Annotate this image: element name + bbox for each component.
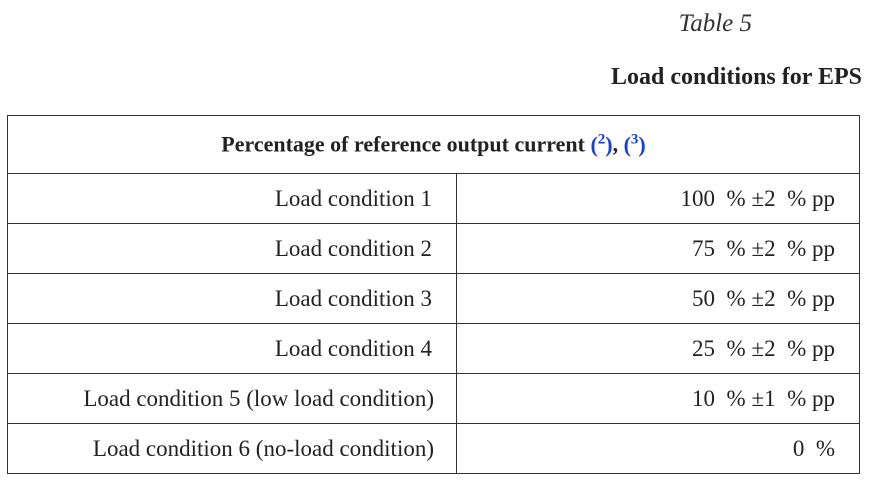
load-label: Load condition 6 (no-load condition) xyxy=(7,423,457,474)
footnote-link-3[interactable]: (3) xyxy=(623,131,646,157)
load-value: 75 % ±2 % pp xyxy=(456,223,860,274)
table-row: Load condition 4 25 % ±2 % pp xyxy=(7,323,860,374)
load-value: 10 % ±1 % pp xyxy=(456,373,860,424)
load-value: 100 % ±2 % pp xyxy=(456,173,860,224)
load-value: 50 % ±2 % pp xyxy=(456,273,860,324)
table-title: Load conditions for EPS xyxy=(611,64,862,90)
load-label: Load condition 5 (low load condition) xyxy=(7,373,457,424)
footnote-link-2[interactable]: (2) xyxy=(590,131,613,157)
table-row: Load condition 2 75 % ±2 % pp xyxy=(7,223,860,274)
header-text: Percentage of reference output current xyxy=(221,131,585,157)
load-label: Load condition 3 xyxy=(7,273,457,324)
table-row: Load condition 1 100 % ±2 % pp xyxy=(7,173,860,224)
header-row: Percentage of reference output current (… xyxy=(7,115,860,174)
load-label: Load condition 2 xyxy=(7,223,457,274)
table-row: Load condition 3 50 % ±2 % pp xyxy=(7,273,860,324)
load-label: Load condition 4 xyxy=(7,323,457,374)
table-row: Load condition 5 (low load condition) 10 … xyxy=(7,373,860,424)
load-value: 0 % xyxy=(456,423,860,474)
table-caption: Table 5 xyxy=(678,10,752,37)
load-value: 25 % ±2 % pp xyxy=(456,323,860,374)
header-cell: Percentage of reference output current (… xyxy=(7,115,860,174)
load-conditions-table: Percentage of reference output current (… xyxy=(7,115,860,474)
load-label: Load condition 1 xyxy=(7,173,457,224)
table-row: Load condition 6 (no-load condition) 0 % xyxy=(7,423,860,474)
